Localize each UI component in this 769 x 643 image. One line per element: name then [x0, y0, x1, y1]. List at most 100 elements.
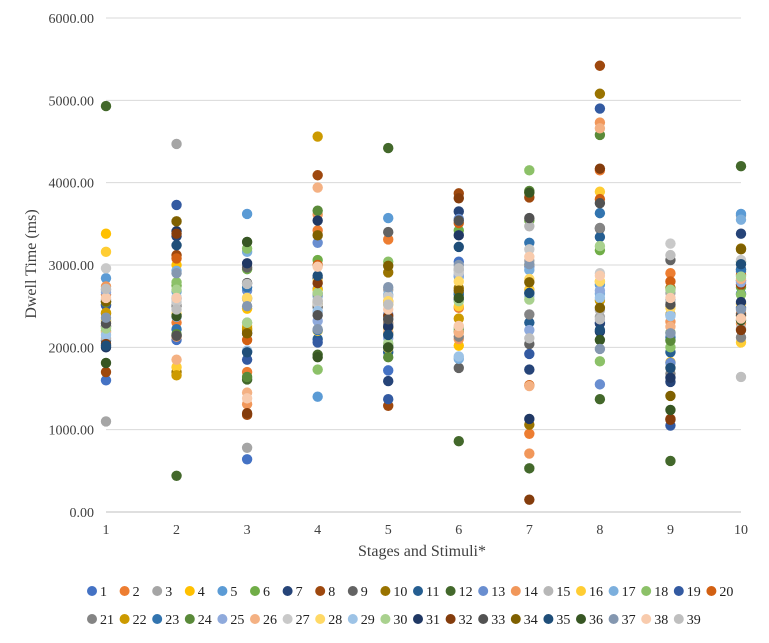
data-point-series-8 — [312, 170, 323, 181]
data-point-series-3 — [241, 442, 253, 453]
data-point-series-29 — [665, 310, 676, 322]
legend-entry-22: 22 — [119, 613, 147, 628]
legend-marker — [87, 586, 97, 596]
data-point-series-39 — [735, 371, 747, 383]
data-point-series-30 — [312, 287, 323, 299]
legend-marker — [217, 586, 228, 596]
data-point-series-35 — [524, 287, 535, 299]
legend-marker — [413, 586, 423, 596]
legend-entry-12: 12 — [445, 585, 473, 600]
legend-marker — [576, 614, 586, 624]
x-tick-label: 4 — [314, 523, 321, 538]
data-point-series-39 — [241, 278, 253, 290]
data-point-series-35 — [735, 258, 747, 270]
data-point-series-36 — [312, 352, 323, 363]
data-point-series-33 — [312, 310, 323, 321]
legend-label: 23 — [165, 613, 179, 628]
x-tick-label: 6 — [455, 523, 462, 538]
data-point-series-33 — [171, 330, 182, 342]
legend-marker — [282, 614, 293, 624]
legend-marker — [413, 614, 423, 624]
data-point-series-34 — [594, 302, 606, 314]
legend-entry-30: 30 — [380, 613, 407, 628]
data-point-series-24 — [312, 205, 323, 216]
data-point-series-12 — [524, 463, 535, 474]
legend-entry-3: 3 — [152, 585, 172, 600]
data-point-series-38 — [594, 270, 606, 281]
data-point-series-30 — [171, 284, 182, 295]
data-point-series-37 — [524, 258, 535, 270]
data-point-series-31 — [312, 215, 323, 226]
data-point-series-38 — [241, 393, 253, 404]
legend-label: 22 — [133, 613, 147, 628]
data-point-series-34 — [383, 260, 394, 272]
y-tick-label: 5000.00 — [49, 94, 95, 109]
legend-label: 17 — [622, 585, 636, 600]
data-point-series-33 — [524, 212, 535, 224]
data-point-series-1 — [241, 454, 253, 465]
legend-marker — [250, 586, 260, 596]
data-point-series-37 — [100, 312, 112, 323]
data-point-series-19 — [524, 348, 535, 360]
legend-label: 1 — [100, 585, 107, 600]
legend-marker — [641, 586, 652, 596]
data-point-series-18 — [171, 277, 182, 288]
legend-marker — [119, 586, 130, 596]
x-tick-label: 1 — [103, 523, 110, 538]
data-point-series-23 — [594, 207, 606, 219]
data-point-series-18 — [312, 364, 323, 375]
legend-label: 7 — [296, 585, 303, 600]
data-point-series-9 — [383, 226, 394, 238]
data-point-series-15 — [524, 221, 535, 232]
data-point-series-16 — [100, 246, 112, 258]
legend-marker — [250, 614, 260, 624]
legend-entry-24: 24 — [184, 613, 212, 628]
data-point-series-29 — [594, 292, 606, 304]
data-point-series-7 — [383, 375, 394, 387]
data-point-series-38 — [453, 320, 464, 332]
x-tick-label: 9 — [667, 523, 674, 538]
legend-label: 35 — [556, 613, 570, 628]
data-point-series-30 — [735, 271, 747, 282]
data-point-series-30 — [594, 240, 606, 252]
data-point-series-30 — [241, 317, 253, 328]
legend-entry-4: 4 — [184, 585, 205, 600]
data-point-series-37 — [171, 268, 182, 279]
legend-label: 37 — [622, 613, 636, 628]
legend-entry-19: 19 — [673, 585, 701, 600]
data-point-series-7 — [524, 364, 535, 375]
legend-label: 25 — [230, 613, 244, 628]
data-point-series-18 — [524, 165, 535, 176]
data-point-series-21 — [524, 309, 535, 320]
legend-marker — [184, 614, 195, 624]
data-point-series-36 — [383, 342, 394, 353]
data-point-series-17 — [735, 214, 747, 225]
data-point-series-37 — [241, 300, 253, 312]
legend-marker — [608, 614, 619, 624]
data-point-series-5 — [312, 391, 323, 402]
data-point-series-18 — [594, 356, 606, 367]
legend-marker — [445, 614, 456, 624]
data-point-series-36 — [665, 404, 676, 416]
legend-label: 19 — [687, 585, 701, 600]
data-point-series-7 — [453, 206, 464, 217]
y-axis-title: Dwell Time (ms) — [23, 209, 40, 318]
data-point-series-5 — [100, 272, 112, 284]
data-point-series-39 — [453, 263, 464, 274]
data-point-series-22 — [312, 131, 323, 142]
legend-label: 9 — [361, 585, 368, 600]
data-point-series-1 — [383, 365, 394, 376]
y-tick-label: 0.00 — [70, 506, 95, 521]
data-point-series-13 — [312, 237, 323, 248]
x-tick-label: 3 — [244, 523, 251, 538]
data-point-series-32 — [735, 324, 747, 336]
x-tick-label: 7 — [526, 523, 533, 538]
legend-label: 34 — [524, 613, 538, 628]
data-point-series-34 — [312, 230, 323, 241]
data-point-series-26 — [171, 354, 182, 365]
data-point-series-35 — [100, 340, 112, 351]
legend-entry-31: 31 — [413, 613, 440, 628]
y-axis-ticks: 0.00 1000.00 2000.00 3000.00 4000.00 5000.00 6… — [49, 12, 95, 521]
legend-entry-33: 33 — [478, 613, 505, 628]
